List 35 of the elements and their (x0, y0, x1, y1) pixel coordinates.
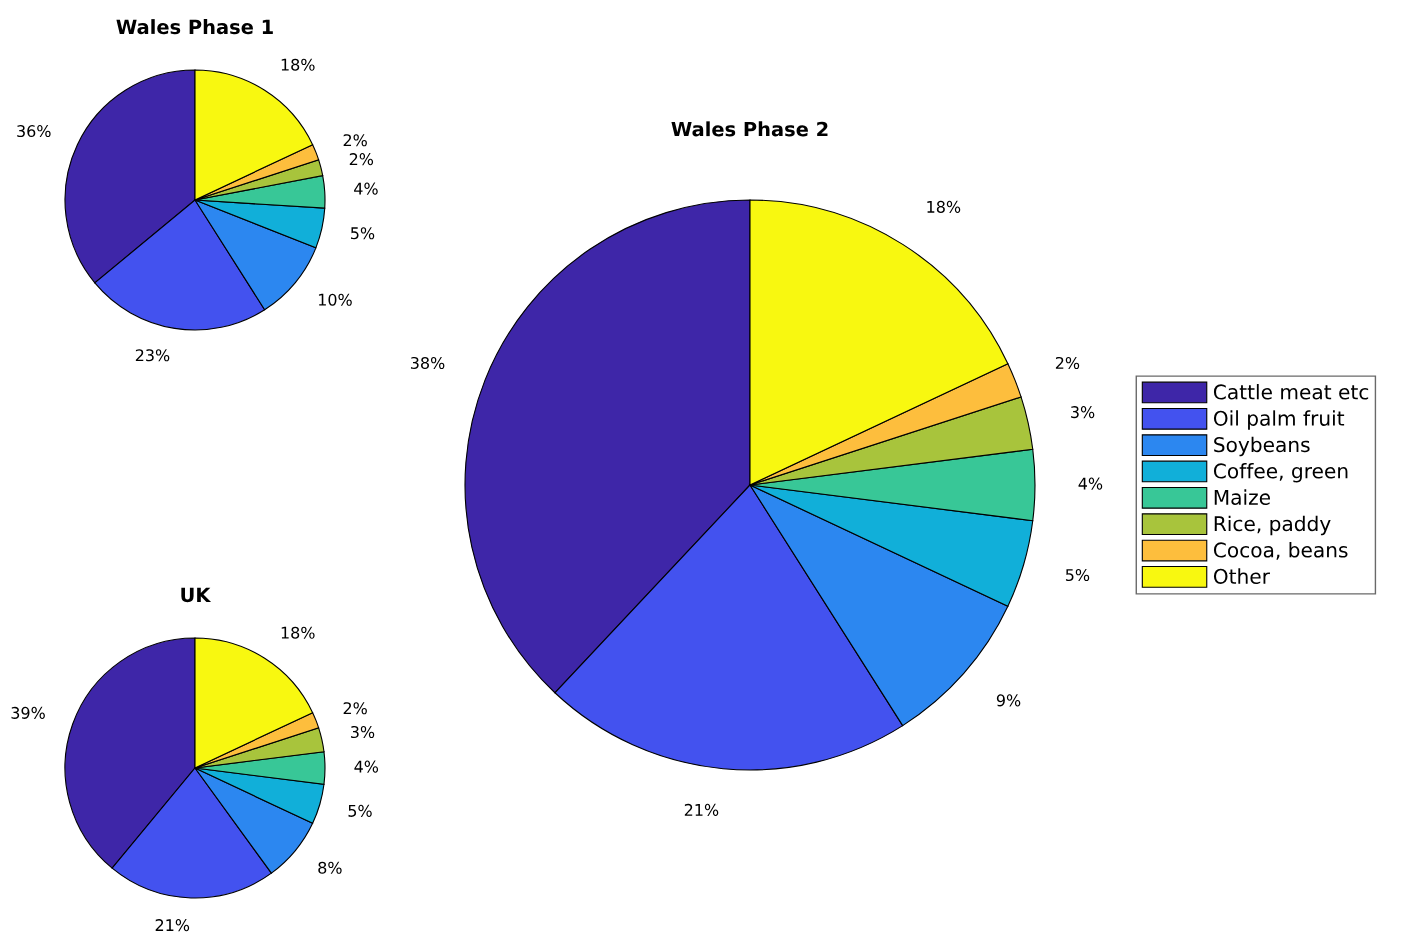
legend-label: Cocoa, beans (1213, 542, 1348, 560)
data-label: 21% (684, 803, 719, 816)
legend-label: Oil palm fruit (1213, 410, 1345, 430)
data-label: 18% (927, 200, 961, 213)
data-label: 36% (17, 125, 51, 138)
data-label: 18% (281, 626, 315, 639)
data-label: 38% (410, 356, 445, 369)
data-label: 2% (1055, 356, 1080, 369)
data-label: 2% (343, 702, 367, 715)
legend-label: Maize (1214, 489, 1270, 505)
data-label: 2% (343, 134, 367, 147)
data-label: 9% (996, 694, 1021, 707)
legend-label: Soybeans (1214, 436, 1310, 457)
chart-title: UK (181, 587, 212, 603)
data-label: 4% (354, 182, 378, 195)
legend-label: Cattle meat etc (1213, 383, 1369, 400)
data-label: 5% (348, 804, 372, 817)
data-label: 3% (1071, 406, 1095, 419)
legend-label: Coffee, green (1213, 462, 1348, 483)
data-label: 2% (349, 153, 374, 166)
data-label: 4% (354, 760, 379, 773)
legend-label: Other (1213, 568, 1270, 584)
chart-title: Wales Phase 2 (671, 121, 828, 137)
data-label: 23% (135, 349, 170, 362)
data-label: 10% (318, 293, 352, 306)
legend-label: Rice, paddy (1214, 515, 1331, 536)
chart-title: Wales Phase 1 (116, 19, 273, 35)
data-label: 21% (155, 919, 190, 932)
data-label: 5% (351, 227, 375, 240)
data-label: 4% (1078, 477, 1103, 490)
data-label: 8% (318, 861, 342, 874)
data-label: 18% (281, 58, 315, 71)
data-label: 3% (351, 725, 375, 739)
data-label: 39% (11, 706, 45, 719)
data-label: 5% (1065, 568, 1090, 582)
